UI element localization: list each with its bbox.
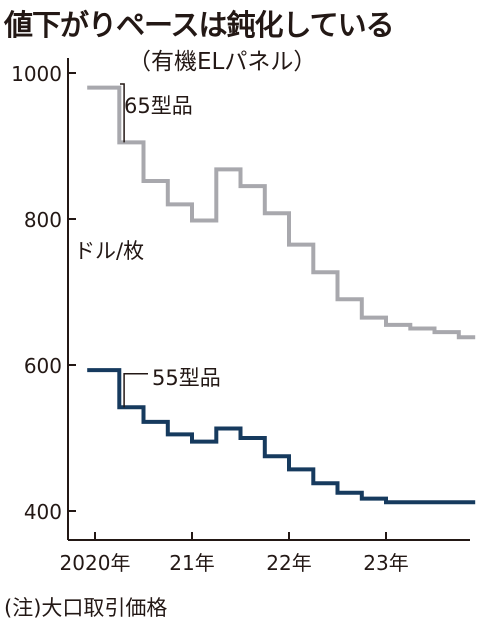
series-line-65 bbox=[87, 85, 476, 340]
chart-title: 値下がりペースは鈍化している bbox=[4, 8, 395, 42]
x-tick-label: 2020年 bbox=[60, 551, 131, 575]
source-note: (注)大口取引価格 bbox=[4, 596, 168, 620]
y-tick-label: 800 bbox=[24, 208, 62, 232]
y-tick-label: 1000 bbox=[11, 62, 62, 86]
x-tick-label: 22年 bbox=[266, 551, 311, 575]
series-name-label: 55型品 bbox=[152, 366, 221, 390]
chart-subtitle: （有機ELパネル） bbox=[128, 49, 317, 75]
unit-label: ドル/枚 bbox=[74, 239, 144, 263]
series-callout-line bbox=[123, 373, 148, 408]
x-tick-label: 21年 bbox=[169, 551, 214, 575]
series-callout-line bbox=[120, 83, 125, 143]
series-name-label: 65型品 bbox=[124, 94, 193, 118]
x-tick-label: 23年 bbox=[363, 551, 408, 575]
y-tick-label: 600 bbox=[24, 354, 62, 378]
series-line-55 bbox=[87, 368, 476, 505]
y-tick-label: 400 bbox=[24, 500, 62, 524]
